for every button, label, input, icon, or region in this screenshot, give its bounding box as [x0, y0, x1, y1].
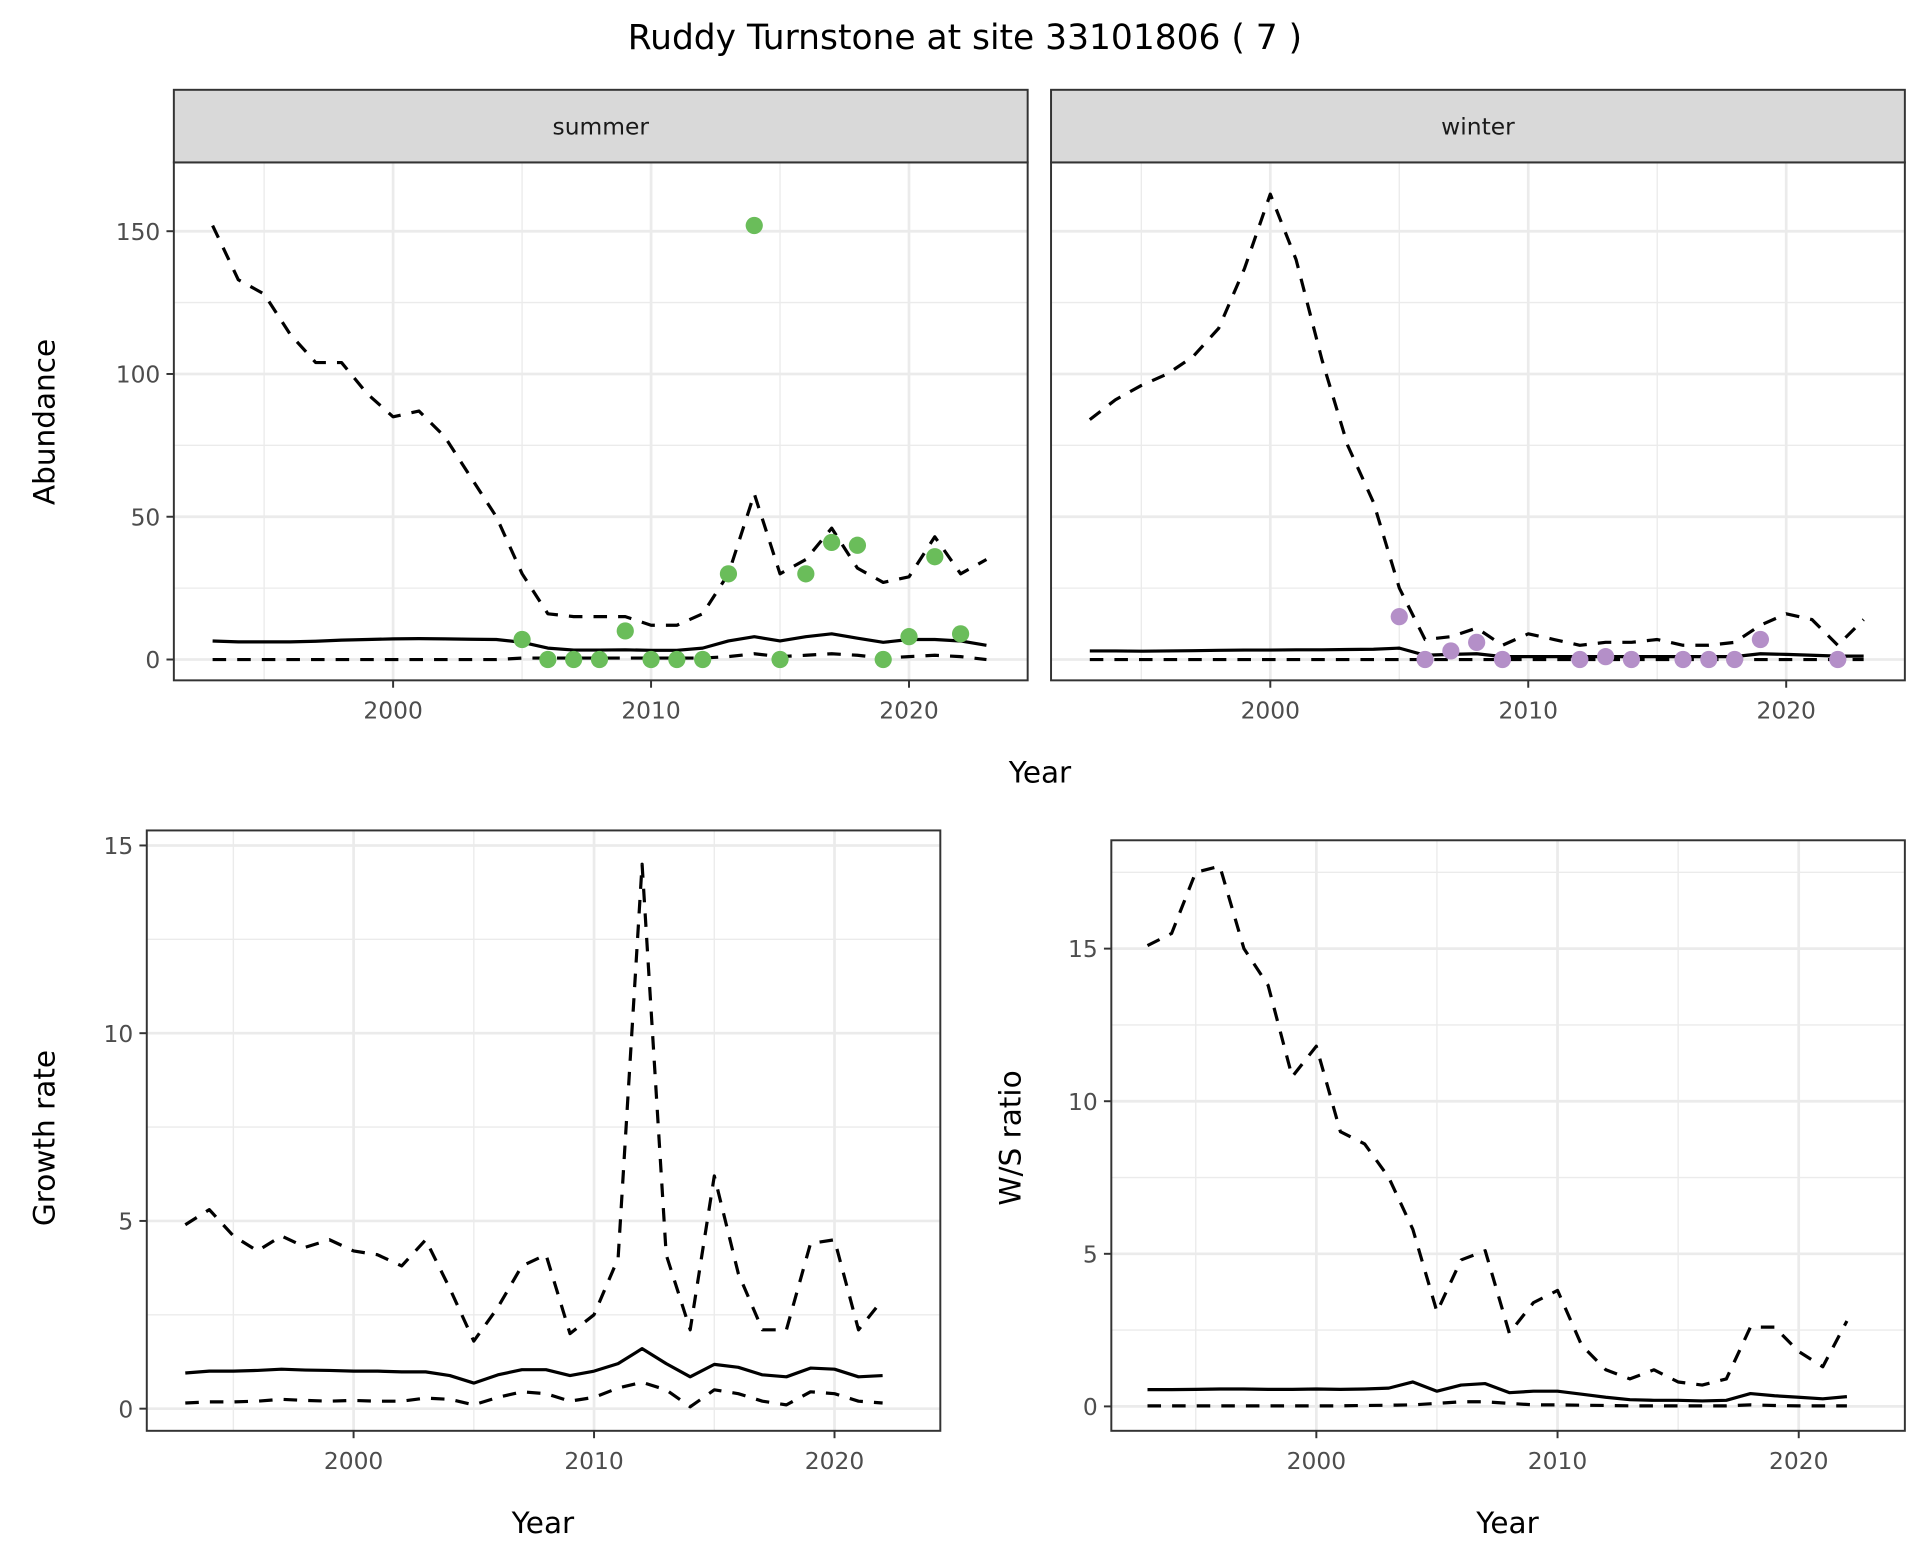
y-tick-label: 50 — [131, 503, 161, 531]
plot-background — [173, 162, 1028, 681]
data-point — [1829, 650, 1847, 669]
data-point — [1674, 650, 1692, 669]
data-point — [539, 650, 557, 669]
mean-solid-line — [212, 632, 987, 652]
y-tick-label: 15 — [104, 832, 134, 860]
data-point — [926, 548, 944, 566]
figure-title: Ruddy Turnstone at site 33101806 ( 7 ) — [628, 18, 1302, 58]
y-tick-label: 5 — [118, 1208, 133, 1236]
y-tick-label: 0 — [145, 646, 160, 674]
data-point — [1751, 630, 1770, 649]
panel-summer: summer 2000 2010 2020 0 50 100 150 — [116, 88, 1029, 724]
data-point — [900, 628, 918, 646]
y-tick-label: 10 — [104, 1020, 134, 1048]
growth-x-label: Year — [511, 1506, 575, 1540]
upper-dashed-line — [1088, 192, 1865, 647]
data-point — [668, 650, 686, 669]
x-tick-label: 2020 — [879, 696, 938, 724]
plot-background — [146, 830, 941, 1431]
plot-background — [1051, 162, 1905, 681]
abundance-x-label: Year — [1008, 755, 1072, 789]
data-point — [1493, 650, 1512, 669]
x-tick-label: 2000 — [1287, 1447, 1346, 1475]
data-point — [513, 630, 531, 649]
data-point — [1468, 633, 1486, 651]
data-point — [1416, 650, 1434, 669]
upper-dashed-line — [184, 862, 884, 1343]
y-tick-label: 5 — [1083, 1240, 1098, 1268]
x-tick-label: 2000 — [363, 696, 422, 724]
facet-label-summer: summer — [553, 113, 650, 141]
data-point — [797, 565, 815, 583]
data-point — [745, 216, 763, 235]
data-point — [951, 625, 970, 643]
data-point — [874, 650, 892, 669]
ws-y-label: W/S ratio — [993, 1070, 1027, 1205]
growth-y-label: Growth rate — [28, 1050, 62, 1226]
data-point — [1442, 642, 1460, 660]
panel-border — [145, 829, 942, 1432]
facet-strip — [172, 88, 1029, 164]
x-tick-label: 2010 — [1499, 696, 1558, 724]
facet-label-winter: winter — [1441, 113, 1515, 141]
panel-ws-ratio: 2000 2010 2020 0 5 10 15 — [1068, 839, 1906, 1475]
data-point — [616, 622, 634, 640]
facet-strip — [1050, 88, 1906, 164]
x-tick-label: 2020 — [1756, 696, 1815, 724]
x-tick-label: 2000 — [324, 1447, 383, 1475]
panel-growth-rate: 2000 2010 2020 0 5 10 15 — [104, 829, 942, 1475]
data-point — [823, 533, 841, 552]
y-tick-label: 150 — [116, 218, 161, 246]
data-point — [1597, 648, 1615, 666]
y-tick-label: 100 — [116, 361, 161, 389]
abundance-y-label: Abundance — [28, 339, 62, 505]
y-tick-label: 15 — [1068, 935, 1098, 963]
data-point — [848, 536, 867, 554]
data-point — [642, 650, 660, 669]
panel-winter: winter 2000 2010 2020 — [1050, 88, 1906, 724]
y-tick-label: 0 — [118, 1395, 133, 1423]
data-point — [719, 565, 738, 583]
lower-dashed-line — [1147, 1400, 1847, 1408]
y-tick-label: 10 — [1068, 1088, 1098, 1116]
x-tick-label: 2010 — [1528, 1447, 1587, 1475]
data-point — [694, 650, 712, 669]
x-tick-label: 2010 — [621, 696, 680, 724]
plot-background — [1111, 840, 1905, 1431]
x-tick-label: 2020 — [1769, 1447, 1828, 1475]
data-point — [1390, 608, 1408, 626]
lower-dashed-line — [212, 652, 987, 662]
data-point — [1725, 650, 1744, 669]
data-point — [565, 650, 583, 669]
data-point — [771, 650, 789, 669]
x-tick-label: 2010 — [564, 1447, 623, 1475]
x-tick-label: 2020 — [805, 1447, 864, 1475]
panel-border — [1110, 839, 1906, 1432]
x-tick-label: 2000 — [1241, 696, 1300, 724]
y-tick-label: 0 — [1083, 1393, 1098, 1421]
mean-solid-line — [1147, 1380, 1848, 1403]
mean-solid-line — [185, 1347, 883, 1385]
upper-dashed-line — [211, 224, 988, 627]
data-point — [1571, 650, 1589, 669]
data-point — [590, 650, 609, 669]
lower-dashed-line — [185, 1380, 883, 1409]
data-point — [1700, 650, 1718, 669]
data-point — [1622, 650, 1641, 669]
ws-x-label: Year — [1475, 1506, 1539, 1540]
